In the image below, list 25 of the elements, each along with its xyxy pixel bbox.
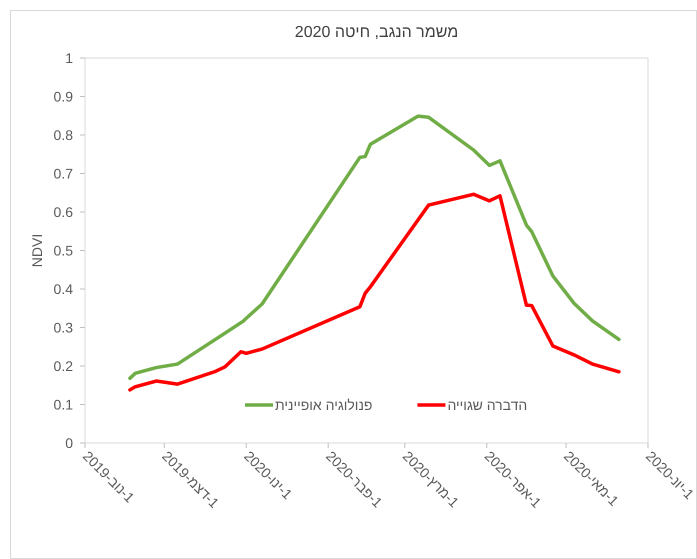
y-tick-label: 0 — [65, 435, 74, 451]
y-tick-label: 0.7 — [54, 166, 74, 182]
x-tick-label: 1-יונ-2020 — [642, 448, 697, 502]
legend-label: הדברה שגוייה — [447, 397, 528, 413]
x-tick-label: 1-אפר-2020 — [482, 448, 545, 511]
y-tick-label: 0.4 — [54, 281, 74, 297]
y-tick-label: 1 — [65, 50, 74, 66]
x-tick-label: 1-ינו-2020 — [241, 448, 296, 502]
x-tick-label: 1-מאי-2020 — [560, 448, 622, 509]
chart-title: משמר הנגב, חיטה 2020 — [294, 24, 458, 41]
line-series — [128, 114, 621, 380]
y-tick-label: 0.3 — [54, 320, 74, 336]
x-tick-label: 1-פבר-2020 — [323, 448, 386, 511]
x-tick-label: 1-מרץ-2020 — [400, 448, 462, 510]
x-tick-label: 1-דצמ-2019 — [159, 448, 222, 512]
legend-label: פנולוגיה אופיינית — [275, 397, 372, 413]
y-tick-label: 0.1 — [54, 396, 74, 412]
x-tick-label: 1-נוב-2019 — [80, 448, 138, 506]
y-tick-label: 0.6 — [54, 204, 74, 220]
y-tick-label: 0.2 — [54, 358, 74, 374]
line-series — [128, 192, 621, 392]
y-tick-label: 0.9 — [54, 88, 74, 104]
y-axis-title: NDVI — [29, 234, 45, 268]
y-tick-label: 0.8 — [54, 127, 74, 143]
y-tick-label: 0.5 — [54, 242, 74, 258]
